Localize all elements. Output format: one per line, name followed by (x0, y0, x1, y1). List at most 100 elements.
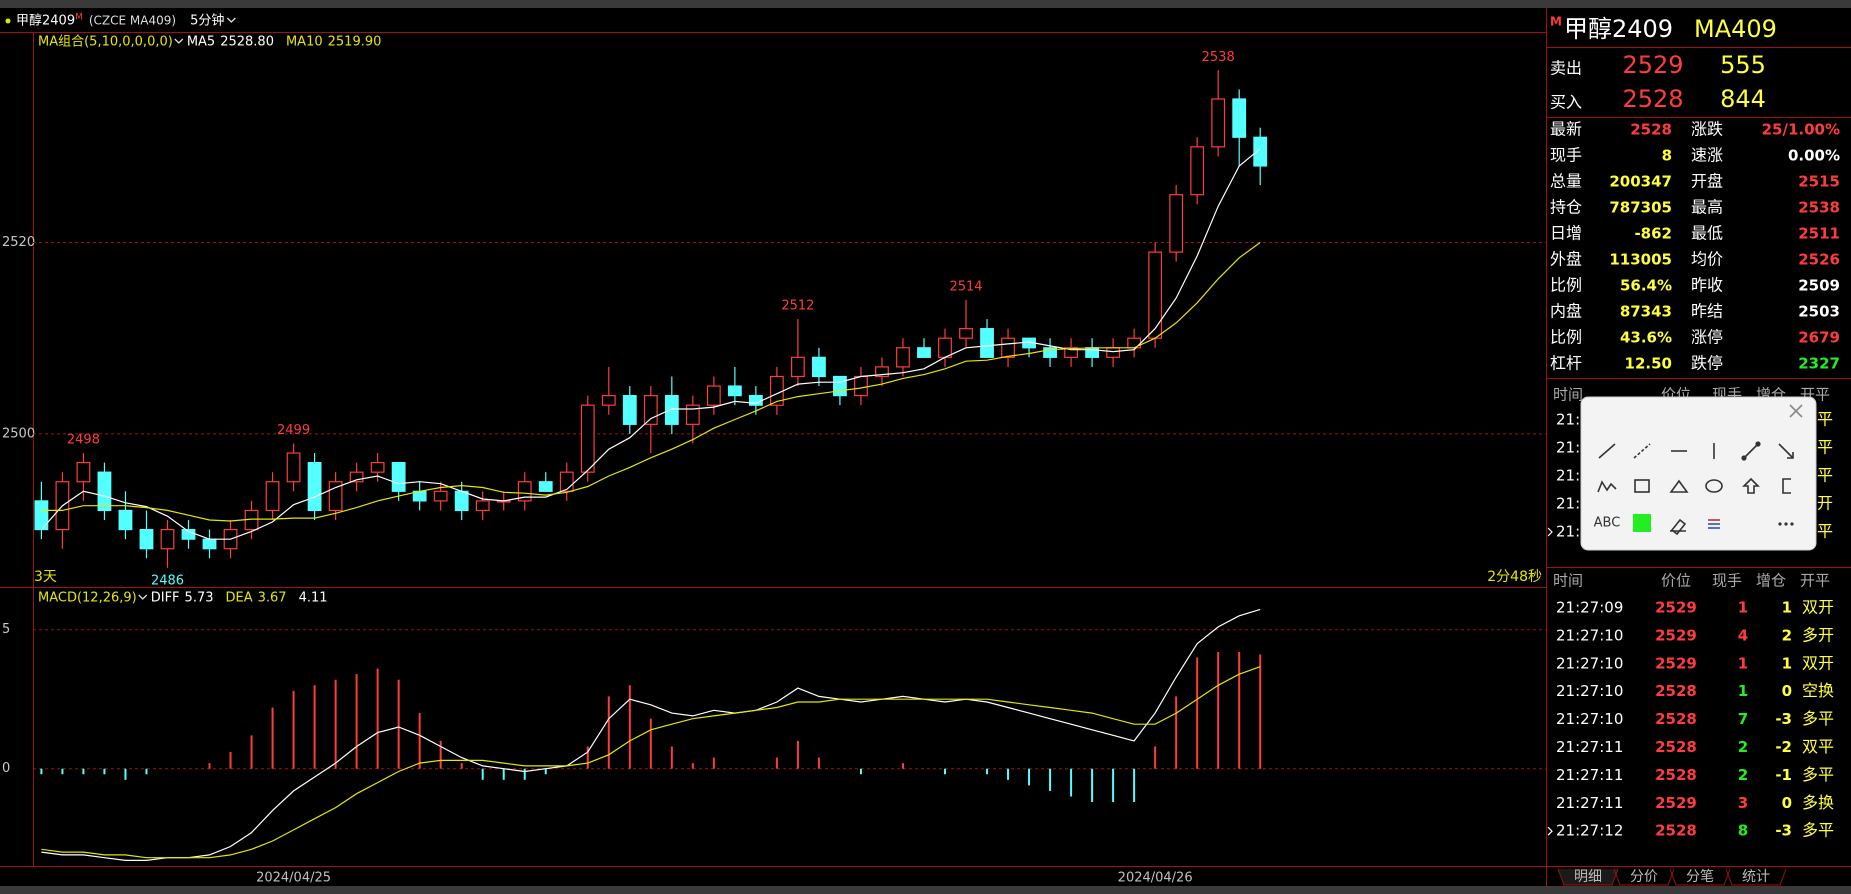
tool-glyph (1778, 443, 1794, 459)
dropdown-chevron[interactable] (174, 38, 184, 44)
candle-body (454, 490, 469, 512)
tab-shape[interactable] (1613, 868, 1675, 886)
candle-body (139, 528, 154, 550)
candle-body (370, 462, 385, 473)
macd-line (41, 608, 1261, 861)
dropdown-chevron[interactable] (138, 594, 148, 600)
stat-value: 25/1.00% (1762, 121, 1840, 139)
macd-line (41, 666, 1261, 859)
stat-label: 最新 (1550, 120, 1582, 139)
close-button[interactable] (1789, 404, 1803, 418)
y-tick-label: 5 (2, 622, 10, 637)
tick-type: 双开 (1802, 653, 1834, 672)
candle-body (97, 471, 112, 512)
toolbox-panel (1580, 396, 1817, 551)
stat-value: -862 (1634, 225, 1672, 243)
tick-type: 多平 (1802, 709, 1834, 728)
stat-label: 最高 (1691, 198, 1723, 217)
y-tick-label: 2520 (2, 235, 35, 250)
tool-glyph (1790, 522, 1794, 526)
stat-value: 2327 (1798, 355, 1840, 373)
tool-ellipse[interactable] (1705, 479, 1723, 493)
candle-body (1106, 347, 1121, 358)
indicator-title: MA组合(5,10,0,0,0,0) (38, 35, 173, 50)
tab-shape[interactable] (1557, 868, 1619, 886)
stat-value: 2503 (1798, 303, 1840, 321)
tick-volume: 1 (1738, 682, 1748, 700)
legend-name: MA5 (187, 35, 215, 50)
tool-fib[interactable] (1782, 478, 1791, 494)
stat-label: 杠杆 (1550, 354, 1582, 373)
x-tick-label: 2024/04/25 (256, 871, 331, 886)
period: 5分钟 (190, 13, 224, 29)
y-tick-label: 2500 (2, 426, 35, 441)
tick-volume: 1 (1738, 599, 1748, 617)
instrument-name: 甲醇2409 (16, 13, 75, 29)
stat-value: 8 (1662, 147, 1672, 165)
candle-body (1169, 194, 1184, 253)
tool-flag[interactable] (1708, 519, 1720, 529)
tab-label[interactable]: 明细 (1574, 869, 1602, 885)
tool-triangle[interactable] (1669, 479, 1689, 493)
candle-body (1211, 98, 1226, 148)
frames (0, 8, 1851, 886)
stat-label: 昨结 (1691, 302, 1723, 321)
tab-shape[interactable] (1669, 868, 1731, 886)
tool-segment[interactable] (1741, 441, 1761, 461)
candle-body (580, 404, 595, 473)
tool-color[interactable] (1633, 514, 1651, 532)
tick-type: 空换 (1802, 681, 1834, 700)
top-strip (0, 0, 1851, 8)
stat-value: 200347 (1609, 173, 1672, 191)
candle-body (601, 395, 616, 406)
candle-body (875, 366, 889, 378)
tab-shape[interactable] (1725, 868, 1787, 886)
tick-volume: 2 (1738, 766, 1748, 784)
tick-price: 2528 (1655, 710, 1697, 728)
stat-value: 87343 (1620, 303, 1672, 321)
tool-ray[interactable] (1633, 443, 1651, 459)
tick-time: 21:27:09 (1556, 599, 1623, 617)
tick-oi: -2 (1775, 738, 1792, 756)
tick-time: 21:27:10 (1556, 626, 1623, 644)
candle-body (286, 452, 301, 483)
tool-rectangle[interactable] (1634, 479, 1650, 493)
tool-polyline[interactable] (1597, 480, 1617, 493)
legend-value: 2519.90 (328, 35, 382, 50)
candle-body (917, 347, 931, 358)
bid-price: 2528 (1622, 85, 1683, 113)
tab-label[interactable]: 分价 (1630, 869, 1658, 885)
tick-price: 2528 (1655, 738, 1697, 756)
tab-label[interactable]: 统计 (1742, 869, 1770, 885)
tool-glyph (1755, 441, 1761, 447)
tool-eraser[interactable] (1670, 518, 1687, 536)
period-span: 3天 (34, 569, 57, 585)
tool-line[interactable] (1598, 443, 1616, 459)
candle-body (812, 356, 826, 378)
tool-text[interactable]: ABC (1594, 516, 1621, 531)
candle-body (349, 471, 364, 483)
stat-label: 比例 (1550, 328, 1582, 347)
candle-body (559, 471, 574, 492)
candle-body (160, 528, 175, 550)
instrument-flag: M (75, 13, 83, 23)
tab-label[interactable]: 分笔 (1686, 869, 1714, 885)
stat-label: 比例 (1550, 276, 1582, 295)
tick-oi: 2 (1782, 626, 1792, 644)
tick-time: 21:27:10 (1556, 710, 1623, 728)
candle-body (76, 462, 91, 483)
tool-up-arrow[interactable] (1742, 477, 1760, 494)
stat-label: 总量 (1550, 172, 1582, 191)
stat-label: 现手 (1550, 146, 1582, 165)
tool-more[interactable] (1778, 522, 1794, 526)
x-tick-label: 2024/04/26 (1118, 871, 1193, 886)
stat-label: 涨停 (1691, 328, 1723, 347)
candle-body (685, 404, 700, 425)
tool-arrow[interactable] (1778, 443, 1794, 459)
dropdown-chevron[interactable] (226, 17, 236, 23)
candle-body (391, 462, 406, 492)
quote-name: 甲醇2409 (1564, 15, 1673, 43)
close-icon (1789, 404, 1803, 418)
